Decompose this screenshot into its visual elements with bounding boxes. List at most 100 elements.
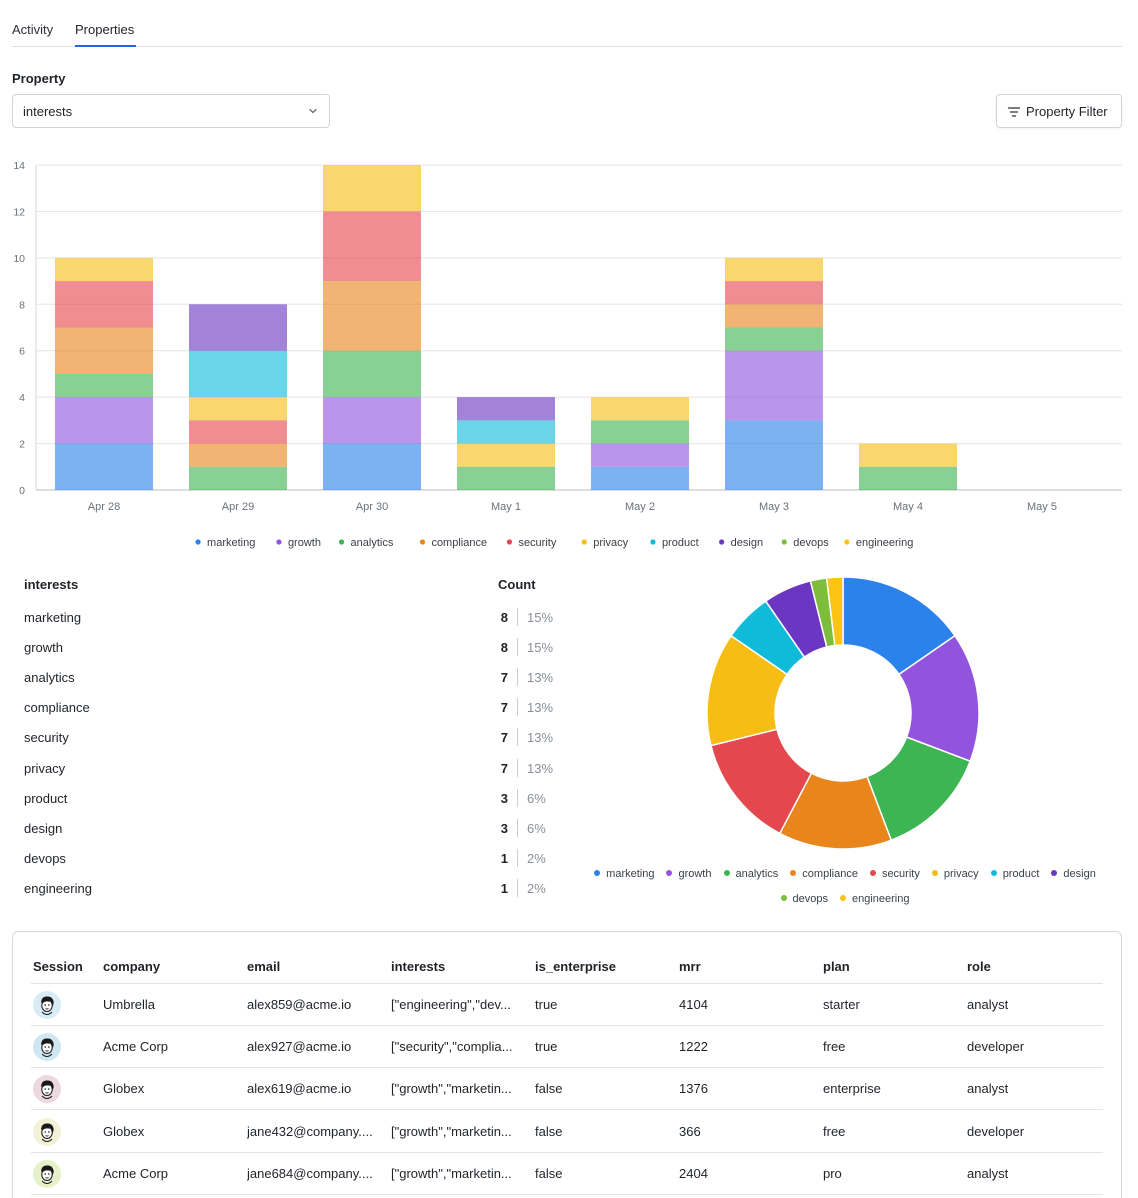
table-row[interactable]: Acme Corp jane684@company.... ["growth","m… xyxy=(31,1153,1103,1195)
bar-segment-analytics[interactable] xyxy=(55,373,153,398)
legend-label[interactable]: security xyxy=(518,537,556,549)
bar-segment-growth[interactable] xyxy=(591,443,689,467)
freq-row-percent: 2% xyxy=(527,850,546,866)
freq-row-divider xyxy=(517,728,518,747)
bar-segment-marketing[interactable] xyxy=(323,443,421,490)
bar-segment-compliance[interactable] xyxy=(323,281,421,351)
bar-segment-privacy[interactable] xyxy=(55,257,153,282)
col-company[interactable]: company xyxy=(103,959,161,974)
bar-segment-security[interactable] xyxy=(55,281,153,328)
cell-email: jane432@company.... xyxy=(247,1123,373,1139)
cell-company: Globex xyxy=(103,1123,145,1139)
property-filter-button[interactable]: Property Filter xyxy=(996,94,1122,128)
bar-segment-security[interactable] xyxy=(189,420,287,444)
bar-segment-compliance[interactable] xyxy=(189,443,287,467)
legend-label[interactable]: product xyxy=(662,537,699,549)
legend-label[interactable]: devops xyxy=(793,537,829,549)
avatar[interactable] xyxy=(33,1075,61,1104)
legend-label[interactable]: analytics xyxy=(351,537,394,549)
legend-label[interactable]: growth xyxy=(288,537,321,549)
avatar[interactable] xyxy=(33,1117,61,1146)
bar-segment-privacy[interactable] xyxy=(457,443,555,467)
donut-legend-item[interactable]: engineering xyxy=(839,893,909,905)
tab-properties[interactable]: Properties xyxy=(75,22,135,37)
freq-row[interactable]: marketing 8 15% xyxy=(12,602,562,632)
bar-segment-growth[interactable] xyxy=(55,397,153,444)
donut-legend-item[interactable]: marketing xyxy=(594,868,654,880)
avatar[interactable] xyxy=(33,991,61,1019)
bar-segment-privacy[interactable] xyxy=(323,165,421,212)
avatar[interactable] xyxy=(33,1159,61,1188)
bar-segment-security[interactable] xyxy=(323,211,421,282)
donut-legend-item[interactable]: growth xyxy=(666,868,712,880)
donut-legend-item[interactable]: compliance xyxy=(790,868,858,880)
freq-row[interactable]: product 3 6% xyxy=(12,783,562,813)
property-select[interactable]: interests xyxy=(12,94,330,128)
cell-email: alex927@acme.io xyxy=(247,1039,352,1055)
bar-segment-marketing[interactable] xyxy=(725,420,823,490)
bar-segment-product[interactable] xyxy=(457,420,555,444)
table-row[interactable]: Globex jane432@company.... ["growth","mark… xyxy=(31,1111,1103,1153)
legend-label: security xyxy=(881,868,920,880)
col-email[interactable]: email xyxy=(247,959,281,974)
table-row[interactable]: Acme Corp alex927@acme.io ["security","com… xyxy=(31,1026,1103,1069)
donut-slice-engineering[interactable] xyxy=(825,576,844,647)
avatar[interactable] xyxy=(33,1033,61,1062)
bar-segment-compliance[interactable] xyxy=(725,304,823,328)
donut-legend-item[interactable]: product xyxy=(990,868,1039,880)
bar-segment-compliance[interactable] xyxy=(55,327,153,374)
freq-row[interactable]: devops 1 2% xyxy=(12,843,562,873)
donut-legend-item[interactable]: security xyxy=(869,868,920,880)
donut-legend-item[interactable]: analytics xyxy=(723,868,778,880)
table-row[interactable]: Umbrella alex859@acme.io ["engineering","d… xyxy=(31,984,1103,1026)
bar-segment-privacy[interactable] xyxy=(189,397,287,421)
legend-dot xyxy=(780,895,787,901)
col-mrr[interactable]: mrr xyxy=(679,959,701,974)
bar-chart-legend: marketing growth analytics compliance securi… xyxy=(195,537,913,549)
col-interests[interactable]: interests xyxy=(391,959,446,974)
donut-legend-item[interactable]: privacy xyxy=(931,868,979,880)
bar-segment-design[interactable] xyxy=(457,397,555,421)
legend-label[interactable]: design xyxy=(731,537,763,549)
legend-label[interactable]: compliance xyxy=(431,537,487,549)
freq-row[interactable]: design 3 6% xyxy=(12,813,562,843)
bar-segment-privacy[interactable] xyxy=(725,257,823,282)
cell-interests: ["growth","marketin... xyxy=(391,1081,512,1097)
col-plan[interactable]: plan xyxy=(823,959,850,974)
freq-row[interactable]: growth 8 15% xyxy=(12,632,562,662)
freq-row[interactable]: security 7 13% xyxy=(12,722,562,752)
bar-segment-analytics[interactable] xyxy=(189,466,287,490)
donut-legend-item[interactable]: devops xyxy=(780,893,828,905)
bar-segment-analytics[interactable] xyxy=(725,327,823,351)
bar-segment-analytics[interactable] xyxy=(323,350,421,398)
freq-row[interactable]: engineering 1 2% xyxy=(12,873,562,903)
freq-row-divider xyxy=(517,848,518,867)
bar-segment-design[interactable] xyxy=(189,304,287,351)
table-row[interactable]: Globex alex619@acme.io ["growth","marketin… xyxy=(31,1068,1103,1111)
bar-segment-privacy[interactable] xyxy=(859,443,957,467)
bar-segment-growth[interactable] xyxy=(323,397,421,444)
bar-segment-privacy[interactable] xyxy=(591,397,689,421)
bar-segment-analytics[interactable] xyxy=(591,420,689,444)
bar-segment-analytics[interactable] xyxy=(457,466,555,490)
donut-legend-item[interactable]: design xyxy=(1051,868,1096,880)
col-session[interactable]: Session xyxy=(33,959,83,974)
col-role[interactable]: role xyxy=(967,959,991,974)
freq-row-name: security xyxy=(24,730,69,746)
col-is-enterprise[interactable]: is_enterprise xyxy=(535,959,616,974)
bar-segment-marketing[interactable] xyxy=(591,466,689,490)
bar-segment-product[interactable] xyxy=(189,350,287,398)
bar-segment-security[interactable] xyxy=(725,281,823,305)
bar-segment-growth[interactable] xyxy=(725,350,823,421)
freq-row-count: 7 xyxy=(500,700,508,716)
bar-segment-marketing[interactable] xyxy=(55,443,153,490)
tab-activity[interactable]: Activity xyxy=(12,22,54,37)
legend-label[interactable]: privacy xyxy=(593,537,628,549)
bar-segment-analytics[interactable] xyxy=(859,466,957,490)
legend-dot xyxy=(869,870,876,876)
freq-row[interactable]: analytics 7 13% xyxy=(12,662,562,692)
legend-label[interactable]: engineering xyxy=(856,537,914,549)
freq-row[interactable]: privacy 7 13% xyxy=(12,753,562,783)
legend-label[interactable]: marketing xyxy=(207,537,255,549)
freq-row[interactable]: compliance 7 13% xyxy=(12,692,562,722)
